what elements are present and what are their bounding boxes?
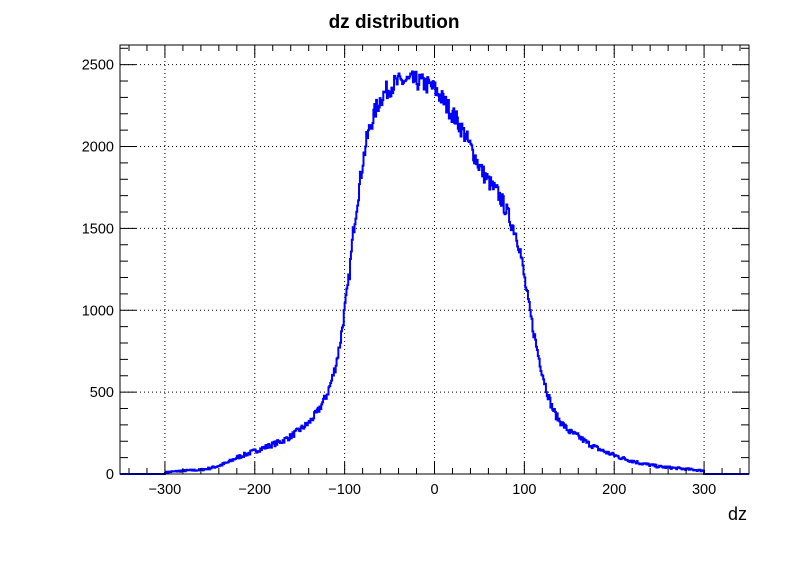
y-tick-label: 1000 — [82, 303, 114, 319]
x-tick-label: 300 — [692, 482, 716, 498]
x-tick-label: −200 — [238, 482, 271, 498]
y-tick-label: 1500 — [82, 221, 114, 237]
axes — [119, 44, 750, 475]
series-line — [120, 70, 749, 475]
x-tick-label: −300 — [149, 482, 182, 498]
y-tick-label: 500 — [90, 385, 114, 401]
x-tick-labels: −300 −200 −100 0 100 200 300 — [149, 482, 717, 498]
y-tick-label: 2500 — [82, 58, 114, 74]
x-tick-label: 0 — [430, 482, 438, 498]
chart-title: dz distribution — [329, 12, 460, 33]
x-tick-label: 100 — [512, 482, 536, 498]
x-axis-label: dz — [728, 504, 747, 524]
y-tick-label: 2000 — [82, 140, 114, 156]
x-tick-label: −100 — [328, 482, 361, 498]
grid — [120, 45, 749, 474]
y-tick-labels: 0 500 1000 1500 2000 2500 — [82, 58, 114, 483]
y-tick-label: 0 — [106, 467, 114, 483]
x-tick-label: 200 — [602, 482, 626, 498]
